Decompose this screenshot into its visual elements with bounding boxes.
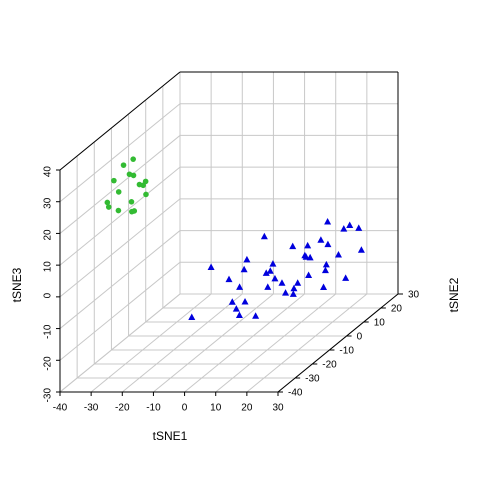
- point: [304, 241, 312, 249]
- z-tick-label: 10: [43, 261, 54, 273]
- x-tick-label: -10: [146, 403, 161, 414]
- point: [252, 312, 260, 319]
- point: [342, 274, 350, 281]
- point: [104, 199, 111, 206]
- axis-line: [59, 71, 181, 171]
- point: [289, 290, 297, 297]
- point: [126, 171, 133, 178]
- point: [260, 232, 268, 240]
- point: [240, 265, 248, 273]
- y-tick-label: 30: [408, 290, 420, 301]
- grid-line: [153, 293, 274, 393]
- point: [282, 289, 290, 296]
- point: [236, 283, 244, 290]
- point: [111, 177, 117, 184]
- z-tick-label: -20: [43, 356, 54, 371]
- point: [225, 275, 233, 283]
- grid-line: [90, 293, 212, 393]
- point: [340, 225, 348, 232]
- point: [262, 269, 270, 276]
- point: [129, 208, 135, 215]
- point: [243, 255, 251, 263]
- point: [289, 242, 297, 250]
- point: [207, 263, 215, 271]
- point: [290, 284, 298, 292]
- point: [143, 191, 149, 198]
- point: [120, 162, 127, 168]
- grid-line: [59, 135, 181, 234]
- point: [128, 199, 135, 205]
- x-tick-label: 30: [272, 403, 284, 414]
- point: [357, 246, 365, 253]
- point: [317, 236, 325, 243]
- point: [324, 218, 332, 225]
- y-tick-label: -40: [288, 388, 303, 399]
- point: [321, 266, 329, 274]
- point: [294, 279, 302, 286]
- x-tick-label: -30: [84, 403, 99, 414]
- axis-line: [277, 293, 399, 393]
- x-tick-label: 20: [241, 403, 253, 414]
- z-axis-label: tSNE3: [10, 267, 24, 302]
- point: [278, 279, 286, 286]
- point: [235, 311, 243, 318]
- grid-line: [59, 103, 181, 203]
- grid-line: [59, 261, 181, 361]
- x-tick-label: -40: [53, 403, 68, 414]
- x-tick-label: 0: [182, 403, 188, 414]
- point: [334, 251, 342, 258]
- point: [266, 267, 274, 274]
- grid-line: [184, 293, 305, 393]
- grid-line: [59, 230, 181, 329]
- point: [302, 253, 310, 260]
- point: [142, 178, 149, 185]
- point: [269, 260, 277, 267]
- point: [305, 271, 313, 279]
- x-tick-label: -20: [115, 403, 130, 414]
- point: [228, 298, 236, 305]
- point: [232, 305, 240, 312]
- y-tick-label: 10: [374, 318, 386, 329]
- point: [346, 221, 354, 229]
- grid-line: [59, 198, 181, 298]
- point: [115, 207, 122, 214]
- z-tick-label: -30: [43, 388, 54, 403]
- point: [355, 224, 363, 231]
- point: [241, 298, 249, 305]
- z-tick-label: -10: [43, 324, 54, 339]
- y-tick-label: -20: [322, 360, 337, 371]
- x-tick-label: 10: [210, 403, 222, 414]
- point: [322, 260, 330, 268]
- point: [115, 189, 122, 195]
- grid-line: [246, 293, 368, 393]
- point: [320, 283, 328, 290]
- point: [105, 204, 112, 210]
- point: [264, 283, 272, 290]
- y-tick-label: 0: [357, 332, 363, 343]
- grid-line: [59, 293, 181, 393]
- z-tick-label: 40: [43, 166, 54, 178]
- y-tick-label: -30: [305, 374, 320, 385]
- point: [188, 313, 196, 321]
- point: [130, 156, 136, 162]
- z-tick-label: 30: [43, 197, 54, 209]
- y-tick-label: -10: [339, 346, 354, 357]
- point: [271, 274, 279, 282]
- point: [324, 240, 332, 248]
- y-tick-label: 20: [391, 304, 403, 315]
- grid-line: [215, 293, 337, 393]
- x-axis-label: tSNE1: [153, 429, 188, 443]
- z-tick-label: 20: [43, 229, 54, 241]
- grid-line: [121, 293, 243, 393]
- grid-line: [59, 166, 181, 266]
- z-tick-label: 0: [43, 292, 54, 298]
- y-axis-label: tSNE2: [447, 277, 461, 312]
